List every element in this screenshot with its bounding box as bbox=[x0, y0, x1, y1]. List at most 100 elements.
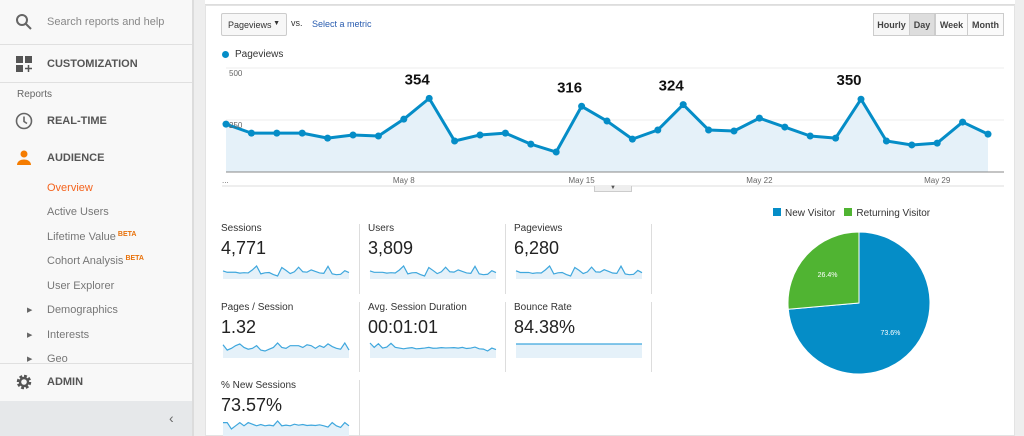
metric-label: Pages / Session bbox=[221, 302, 294, 313]
metric-value: 4,771 bbox=[221, 238, 267, 258]
search-input[interactable]: Search reports and help bbox=[47, 16, 165, 28]
x-tick-label: May 8 bbox=[393, 176, 415, 185]
metric-pageviews[interactable]: Pageviews 6,280 bbox=[514, 223, 649, 279]
metric-label: Avg. Session Duration bbox=[368, 302, 467, 313]
pie-legend: New Visitor Returning Visitor bbox=[773, 208, 930, 219]
customization-label: CUSTOMIZATION bbox=[47, 58, 138, 70]
sidebar-item-cohort-analysis[interactable]: Cohort Analysis BETA bbox=[47, 255, 144, 267]
data-point bbox=[400, 115, 408, 123]
peak-annotation: 350 bbox=[836, 72, 861, 89]
x-tick-label: ... bbox=[222, 176, 229, 185]
sidebar-item-audience[interactable]: AUDIENCE bbox=[0, 144, 192, 172]
search-reports[interactable]: Search reports and help bbox=[0, 8, 192, 36]
interval-day-button[interactable]: Day bbox=[909, 13, 935, 36]
peak-annotation: 316 bbox=[557, 79, 582, 96]
realtime-label: REAL-TIME bbox=[47, 115, 107, 127]
reports-heading: Reports bbox=[17, 89, 53, 100]
metric-users[interactable]: Users 3,809 bbox=[368, 223, 503, 279]
metric-pages-session[interactable]: Pages / Session 1.32 bbox=[221, 302, 356, 358]
legend-label: Returning Visitor bbox=[856, 208, 931, 219]
metric-label: Sessions bbox=[221, 223, 262, 234]
admin-label: ADMIN bbox=[47, 376, 84, 388]
legend-new-visitor[interactable]: New Visitor bbox=[773, 208, 835, 219]
sidebar-item-active-users[interactable]: Active Users bbox=[47, 206, 109, 218]
pie-slice-label: 73.6% bbox=[880, 330, 900, 337]
data-point bbox=[755, 114, 763, 122]
visitor-pie-chart: 73.6% 26.4% bbox=[787, 231, 931, 375]
select-metric-link[interactable]: Select a metric bbox=[312, 19, 372, 29]
sidebar-item-lifetime-value[interactable]: Lifetime Value BETA bbox=[47, 231, 136, 243]
sparkline-line bbox=[222, 341, 350, 352]
x-tick-label: May 22 bbox=[746, 176, 773, 185]
metric-sparkline bbox=[369, 265, 497, 279]
search-icon bbox=[16, 14, 32, 30]
data-point bbox=[374, 132, 382, 140]
metric-label: Users bbox=[368, 223, 395, 234]
peak-annotation: 324 bbox=[659, 78, 685, 95]
pie-slice-label: 26.4% bbox=[818, 272, 838, 279]
metric-value: 84.38% bbox=[514, 317, 576, 337]
pie-slice bbox=[787, 231, 860, 310]
expand-arrow-icon[interactable]: ▶ bbox=[27, 332, 33, 339]
expand-arrow-icon[interactable]: ▶ bbox=[27, 307, 33, 314]
data-point bbox=[654, 126, 662, 134]
sparkline-line bbox=[515, 264, 643, 277]
sparkline-area bbox=[370, 343, 496, 358]
metric-label: Bounce Rate bbox=[514, 302, 572, 313]
legend-label: New Visitor bbox=[785, 208, 836, 219]
metric-sessions[interactable]: Sessions 4,771 bbox=[221, 223, 356, 279]
data-point bbox=[933, 139, 941, 147]
beta-badge: BETA bbox=[125, 255, 144, 262]
cohort-analysis-label: Cohort Analysis bbox=[47, 255, 124, 267]
data-point bbox=[908, 141, 916, 149]
legend-swatch-icon bbox=[773, 208, 781, 216]
data-point bbox=[603, 117, 611, 125]
vs-label: vs. bbox=[291, 18, 303, 28]
data-point bbox=[425, 94, 433, 102]
metric-avg-session-duration[interactable]: Avg. Session Duration 00:01:01 bbox=[368, 302, 503, 358]
sidebar-item-interests[interactable]: Interests bbox=[47, 329, 90, 341]
metric-bounce-rate[interactable]: Bounce Rate 84.38% bbox=[514, 302, 649, 358]
metric-select[interactable]: Pageviews ▼ bbox=[221, 13, 287, 36]
data-point bbox=[781, 123, 789, 131]
legend-swatch-icon bbox=[844, 208, 853, 216]
data-point bbox=[552, 148, 560, 156]
chart-area bbox=[226, 98, 988, 172]
data-point bbox=[451, 137, 459, 145]
data-point bbox=[679, 101, 687, 109]
data-point bbox=[628, 135, 636, 143]
top-tab-strip bbox=[205, 0, 1015, 5]
interval-month-button[interactable]: Month bbox=[967, 13, 1004, 36]
metric-new-sessions[interactable]: % New Sessions 73.57% bbox=[221, 380, 356, 436]
sidebar-item-realtime[interactable]: REAL-TIME bbox=[0, 107, 192, 135]
metric-sparkline bbox=[223, 420, 350, 436]
data-point bbox=[857, 95, 865, 103]
sidebar-item-demographics[interactable]: Demographics bbox=[47, 304, 118, 316]
chart-resize-handle[interactable]: ▼ bbox=[594, 185, 632, 192]
metric-value: 3,809 bbox=[368, 238, 414, 258]
sparkline-line bbox=[222, 265, 350, 277]
data-point bbox=[273, 129, 281, 137]
sidebar-item-user-explorer[interactable]: User Explorer bbox=[47, 280, 115, 292]
sidebar-item-admin[interactable]: ADMIN bbox=[0, 364, 192, 400]
x-tick-label: May 29 bbox=[924, 176, 951, 185]
metric-label: % New Sessions bbox=[221, 380, 297, 391]
data-point bbox=[324, 134, 332, 142]
metric-value: 73.57% bbox=[221, 395, 283, 415]
clock-icon bbox=[15, 112, 33, 130]
data-point bbox=[578, 102, 586, 110]
sidebar-item-geo[interactable]: Geo bbox=[47, 353, 68, 365]
expand-arrow-icon[interactable]: ▶ bbox=[27, 356, 33, 363]
data-point bbox=[527, 140, 535, 148]
sidebar: Search reports and help CUSTOMIZATION Re… bbox=[0, 0, 194, 436]
metric-value: 1.32 bbox=[221, 317, 257, 337]
sidebar-item-customization[interactable]: CUSTOMIZATION bbox=[0, 50, 192, 78]
lifetime-value-label: Lifetime Value bbox=[47, 231, 116, 243]
metric-sparkline bbox=[222, 265, 350, 279]
person-icon bbox=[17, 150, 31, 165]
legend-returning-visitor[interactable]: Returning Visitor bbox=[844, 208, 930, 219]
interval-hourly-button[interactable]: Hourly bbox=[873, 13, 910, 36]
y-tick-label: 500 bbox=[229, 69, 243, 78]
sidebar-item-overview[interactable]: Overview bbox=[47, 182, 93, 194]
collapse-sidebar-button[interactable]: ‹ bbox=[0, 401, 192, 436]
